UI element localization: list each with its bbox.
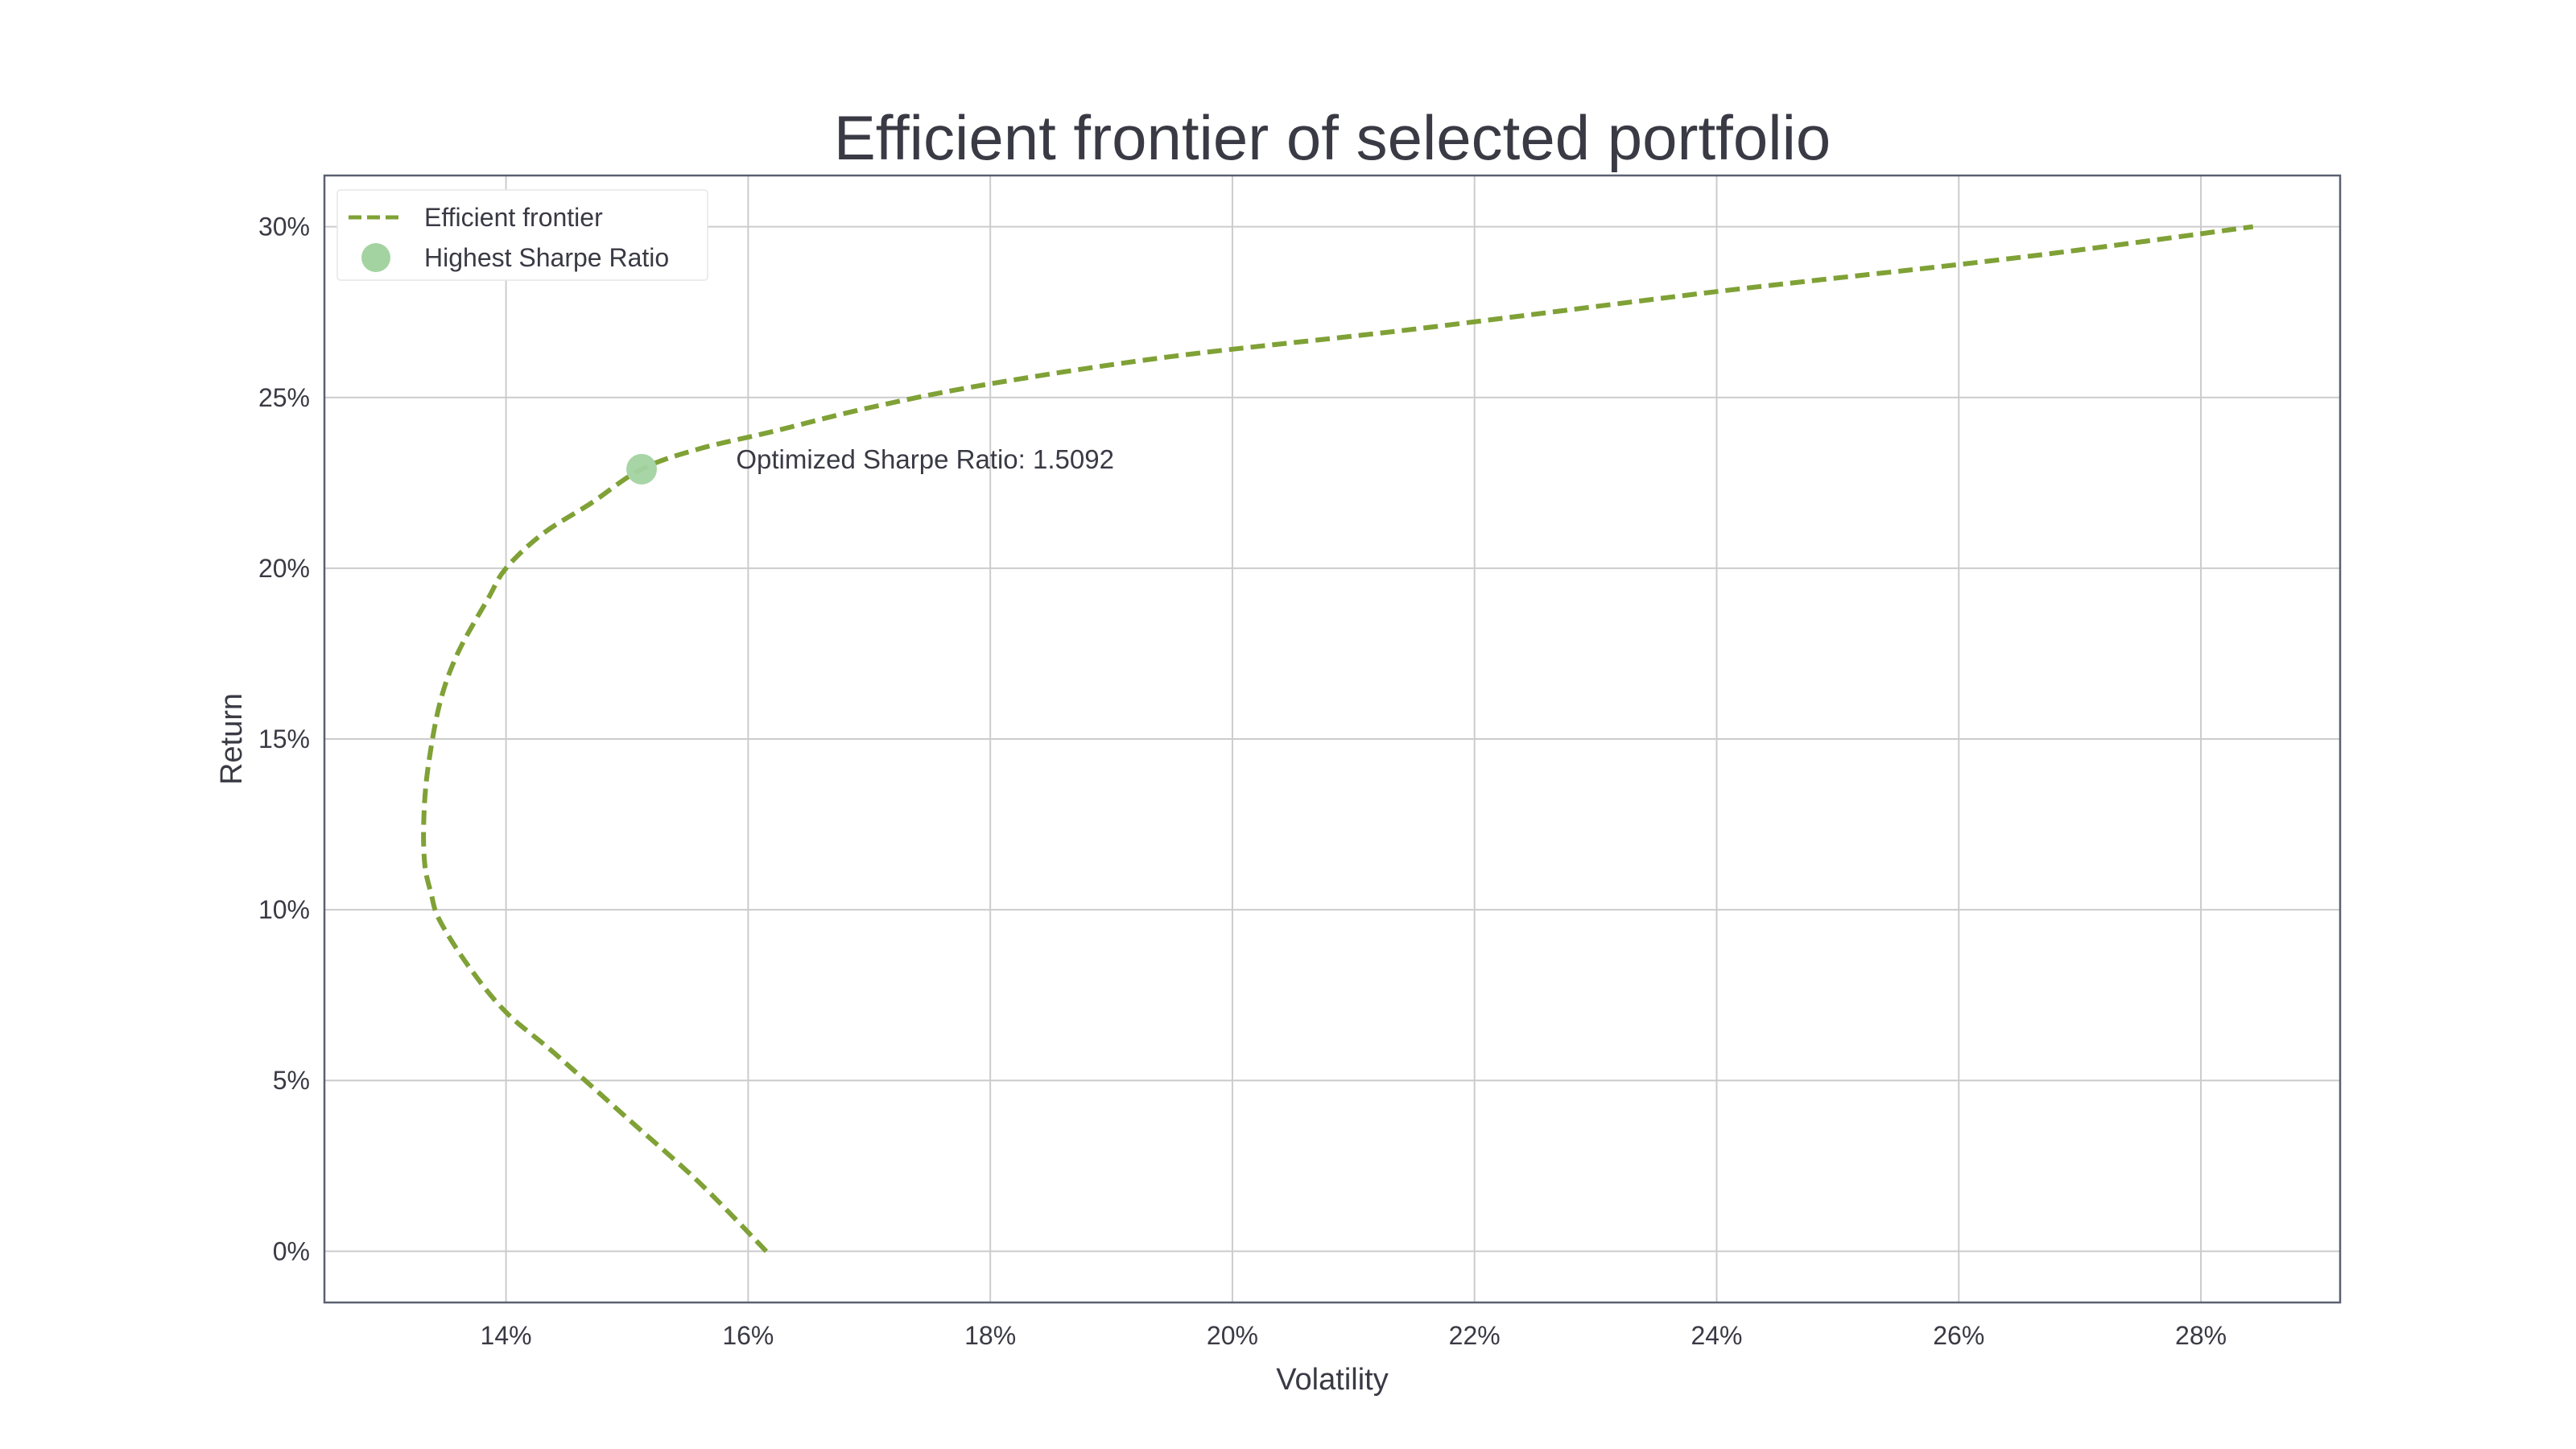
x-tick-label: 28% [2175, 1321, 2227, 1350]
x-tick-label: 20% [1207, 1321, 1258, 1350]
y-tick-label: 25% [258, 383, 310, 412]
x-tick-label: 24% [1690, 1321, 1742, 1350]
x-tick-label: 18% [964, 1321, 1016, 1350]
grid-lines [324, 175, 2340, 1302]
x-tick-labels: 14% 16% 18% 20% 22% 24% 26% 28% [481, 1321, 2227, 1350]
y-tick-labels: 0% 5% 10% 15% 20% 25% 30% [258, 213, 310, 1266]
legend-box [336, 189, 708, 281]
x-tick-label: 22% [1449, 1321, 1501, 1350]
x-axis-label: Volatility [1276, 1363, 1388, 1397]
y-tick-label: 30% [258, 213, 310, 242]
y-tick-label: 15% [258, 724, 310, 753]
y-tick-label: 20% [258, 554, 310, 583]
sharpe-annotation: Optimized Sharpe Ratio: 1.5092 [736, 444, 1114, 474]
legend-marker-label: Highest Sharpe Ratio [424, 243, 669, 272]
x-tick-label: 26% [1933, 1321, 1984, 1350]
max-sharpe-marker [626, 453, 658, 485]
legend: Efficient frontier Highest Sharpe Ratio [336, 189, 708, 281]
series-layer [421, 224, 2254, 1253]
legend-marker-swatch [361, 243, 390, 272]
y-tick-label: 10% [258, 895, 310, 924]
y-tick-label: 0% [273, 1236, 310, 1265]
y-tick-label: 5% [273, 1066, 310, 1095]
plot-frame [323, 174, 2342, 1304]
y-axis-label: Return [215, 693, 249, 785]
x-tick-label: 16% [722, 1321, 774, 1350]
annotations: Optimized Sharpe Ratio: 1.5092 [736, 444, 1114, 474]
legend-frontier-label: Efficient frontier [424, 203, 603, 232]
efficient-frontier-line [421, 224, 2254, 1253]
chart-title: Efficient frontier of selected portfolio [834, 102, 1831, 173]
x-tick-label: 14% [481, 1321, 532, 1350]
